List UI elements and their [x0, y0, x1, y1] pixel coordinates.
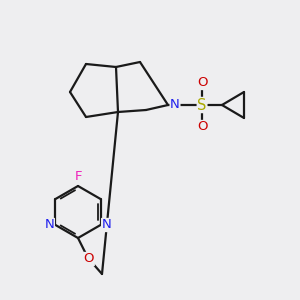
Text: O: O — [197, 121, 207, 134]
Text: F: F — [74, 169, 82, 182]
Text: O: O — [84, 253, 94, 266]
Text: O: O — [197, 76, 207, 89]
Text: N: N — [102, 218, 111, 232]
Text: S: S — [197, 98, 207, 112]
Text: N: N — [170, 98, 180, 112]
Text: N: N — [45, 218, 54, 232]
